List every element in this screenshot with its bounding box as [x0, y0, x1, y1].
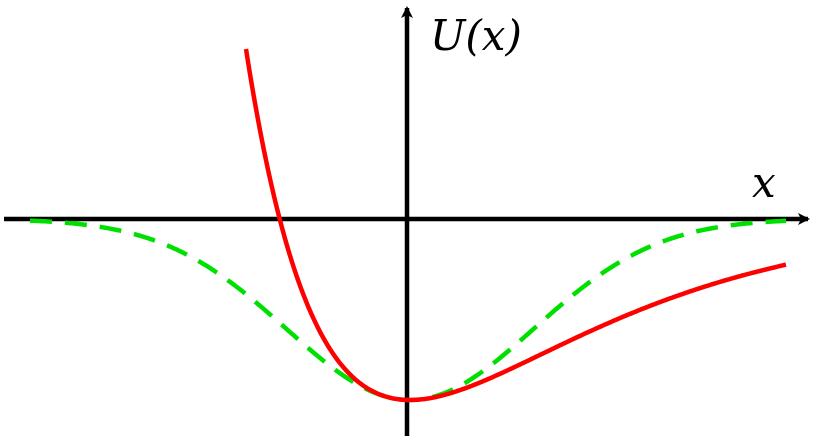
- y-axis-label: U(x): [430, 11, 522, 60]
- solid-potential-curve: [243, 48, 787, 403]
- x-axis-label: x: [752, 158, 776, 207]
